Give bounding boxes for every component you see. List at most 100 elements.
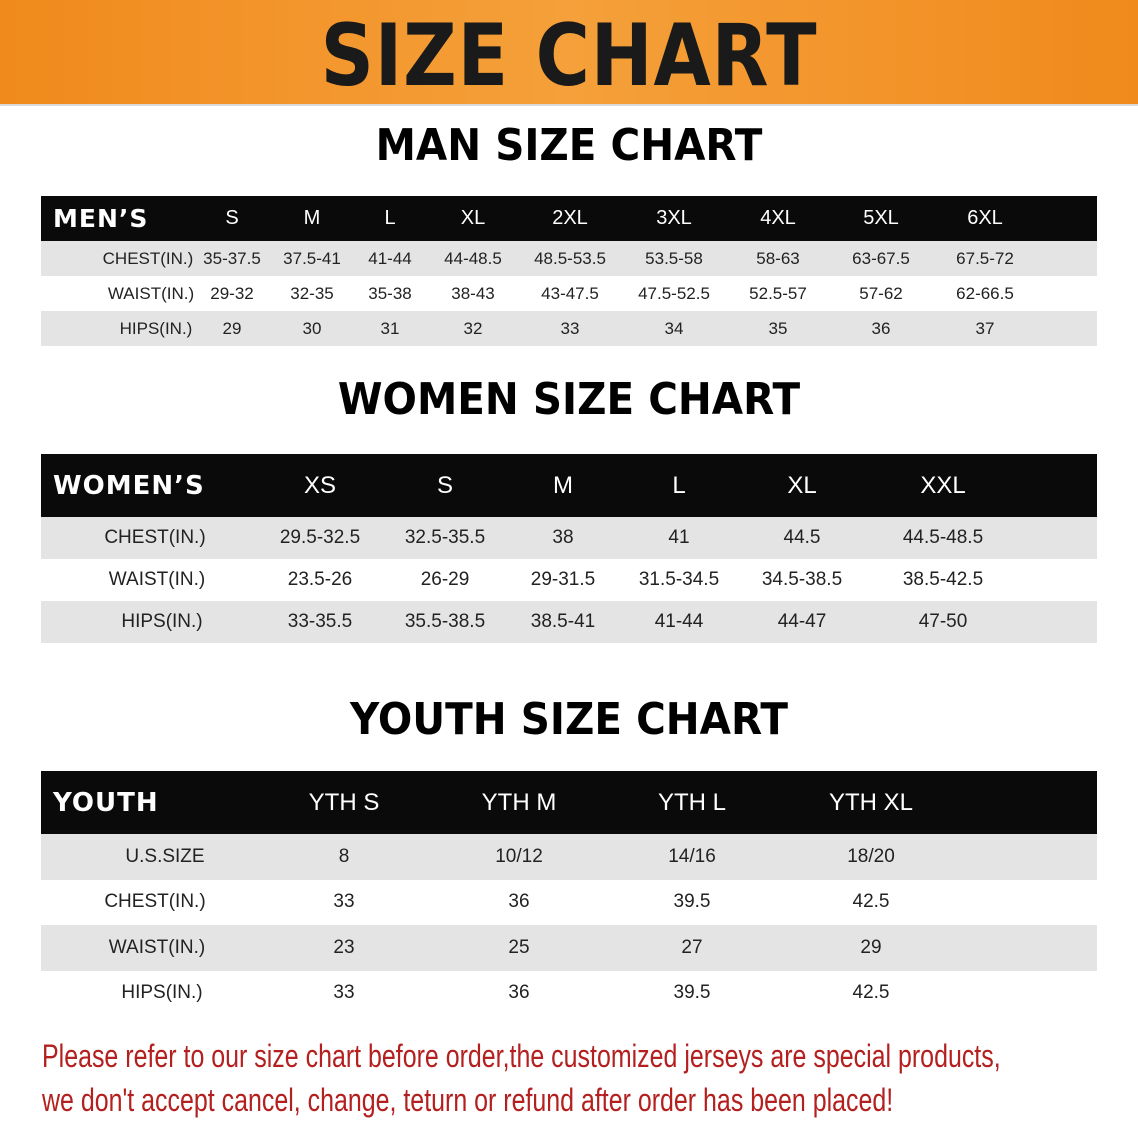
table-cell: 29	[222, 318, 242, 338]
table-cell: 39.5	[673, 982, 711, 1004]
table-row: WAIST(IN.) 29-32 32-35 35-38 38-43 43-47.5 47.…	[41, 276, 1097, 311]
youth-section-title: YOUTH SIZE CHART	[350, 694, 788, 745]
men-size-table: MEN’S S M L XL 2XL 3XL 4XL 5XL 6XL CHEST(IN.) 35-37…	[41, 196, 1097, 346]
table-cell: 25	[508, 936, 530, 958]
row-label: WAIST(IN.)	[108, 569, 206, 590]
table-cell: 38.5-42.5	[902, 569, 984, 590]
table-row: HIPS(IN.) 33-35.5 35.5-38.5 38.5-41 41-44 44-…	[41, 601, 1097, 643]
table-cell: 29	[860, 936, 882, 958]
table-cell: 31.5-34.5	[638, 569, 720, 590]
table-cell: 63-67.5	[852, 248, 910, 268]
row-label: HIPS(IN.)	[121, 611, 203, 632]
row-label: CHEST(IN.)	[104, 527, 206, 548]
women-header-row: WOMEN’S XS S M L XL XXL	[41, 454, 1097, 517]
table-cell: 8	[338, 845, 350, 867]
table-cell: 36	[508, 891, 530, 913]
size-header-xl: XL	[460, 207, 486, 229]
table-cell: 33-35.5	[287, 611, 353, 632]
table-cell: 47-50	[918, 611, 968, 632]
size-header-l: L	[384, 207, 396, 229]
table-row: U.S.SIZE 8 10/12 14/16 18/20	[41, 834, 1097, 880]
size-header-s: S	[225, 207, 239, 229]
table-cell: 29-32	[210, 283, 254, 303]
table-cell: 34.5-38.5	[761, 569, 843, 590]
table-cell: 44.5-48.5	[902, 527, 984, 548]
size-header-4xl: 4XL	[760, 207, 796, 229]
table-cell: 67.5-72	[956, 248, 1014, 268]
men-header-row: MEN’S S M L XL 2XL 3XL 4XL 5XL 6XL	[41, 196, 1097, 241]
row-label: WAIST(IN.)	[108, 936, 206, 958]
table-cell: 35	[768, 318, 788, 338]
banner-title: SIZE CHART	[320, 6, 818, 106]
women-section-title: WOMEN SIZE CHART	[337, 374, 801, 425]
table-cell: 53.5-58	[645, 248, 703, 268]
youth-corner-label: YOUTH	[53, 787, 159, 818]
table-cell: 42.5	[852, 891, 890, 913]
table-cell: 38.5-41	[530, 611, 596, 632]
size-header-m: M	[553, 471, 573, 499]
size-header-l: L	[672, 471, 686, 499]
table-row: WAIST(IN.) 23 25 27 29	[41, 925, 1097, 971]
table-row: CHEST(IN.) 29.5-32.5 32.5-35.5 38 41 44.5 44.5…	[41, 517, 1097, 559]
row-label: CHEST(IN.)	[102, 248, 194, 268]
youth-header-row: YOUTH YTH S YTH M YTH L YTH XL	[41, 771, 1097, 834]
table-cell: 48.5-53.5	[534, 248, 606, 268]
size-header-yth-l: YTH L	[657, 788, 726, 816]
notice-line-2: we don't accept cancel, change, teturn o…	[42, 1082, 894, 1118]
table-cell: 35-37.5	[203, 248, 261, 268]
women-size-table: WOMEN’S XS S M L XL XXL CHEST(IN.) 29.5-32.5 32.5…	[41, 454, 1097, 643]
notice-line-1: Please refer to our size chart before or…	[42, 1038, 1001, 1074]
table-cell: 35-38	[368, 283, 412, 303]
table-cell: 52.5-57	[749, 283, 807, 303]
women-corner-label: WOMEN’S	[53, 470, 205, 501]
table-cell: 18/20	[847, 845, 895, 867]
table-cell: 14/16	[668, 845, 716, 867]
table-cell: 33	[560, 318, 580, 338]
table-cell: 32	[463, 318, 483, 338]
table-row: CHEST(IN.) 35-37.5 37.5-41 41-44 44-48.5 48.5…	[41, 241, 1097, 276]
youth-size-table: YOUTH YTH S YTH M YTH L YTH XL U.S.SIZE 8 10/12…	[41, 771, 1097, 1016]
size-header-m: M	[303, 207, 321, 229]
table-cell: 38	[552, 527, 574, 548]
table-row: CHEST(IN.) 33 36 39.5 42.5	[41, 880, 1097, 926]
size-header-6xl: 6XL	[967, 207, 1003, 229]
table-cell: 23	[333, 936, 355, 958]
row-label: HIPS(IN.)	[121, 982, 203, 1004]
table-cell: 31	[380, 318, 400, 338]
table-cell: 26-29	[420, 569, 470, 590]
size-header-yth-xl: YTH XL	[828, 788, 914, 816]
table-cell: 33	[333, 891, 355, 913]
banner: SIZE CHART	[0, 0, 1138, 106]
table-row: HIPS(IN.) 29 30 31 32 33 34 35 36 37	[41, 311, 1097, 346]
men-section-title: MAN SIZE CHART	[375, 120, 763, 171]
table-cell: 41-44	[368, 248, 412, 268]
table-cell: 30	[302, 318, 322, 338]
size-header-yth-s: YTH S	[308, 788, 380, 816]
table-cell: 29.5-32.5	[279, 527, 361, 548]
table-cell: 44-48.5	[444, 248, 502, 268]
table-cell: 43-47.5	[541, 283, 599, 303]
size-header-2xl: 2XL	[552, 207, 588, 229]
table-cell: 36	[871, 318, 891, 338]
size-header-s: S	[436, 471, 453, 499]
table-cell: 33	[333, 982, 355, 1004]
table-row: HIPS(IN.) 33 36 39.5 42.5	[41, 971, 1097, 1017]
row-label: U.S.SIZE	[125, 845, 205, 867]
table-cell: 44.5	[783, 527, 821, 548]
row-label: WAIST(IN.)	[107, 283, 195, 303]
table-cell: 32.5-35.5	[404, 527, 486, 548]
table-cell: 47.5-52.5	[638, 283, 710, 303]
table-cell: 58-63	[756, 248, 800, 268]
table-cell: 10/12	[495, 845, 543, 867]
table-cell: 38-43	[451, 283, 495, 303]
table-cell: 44-47	[777, 611, 827, 632]
table-cell: 39.5	[673, 891, 711, 913]
table-cell: 34	[664, 318, 684, 338]
table-cell: 23.5-26	[287, 569, 353, 590]
row-label: CHEST(IN.)	[104, 891, 206, 913]
table-cell: 37	[975, 318, 995, 338]
size-header-5xl: 5XL	[863, 207, 899, 229]
row-label: HIPS(IN.)	[119, 318, 193, 338]
table-cell: 41-44	[654, 611, 704, 632]
size-header-xs: XS	[303, 471, 336, 499]
